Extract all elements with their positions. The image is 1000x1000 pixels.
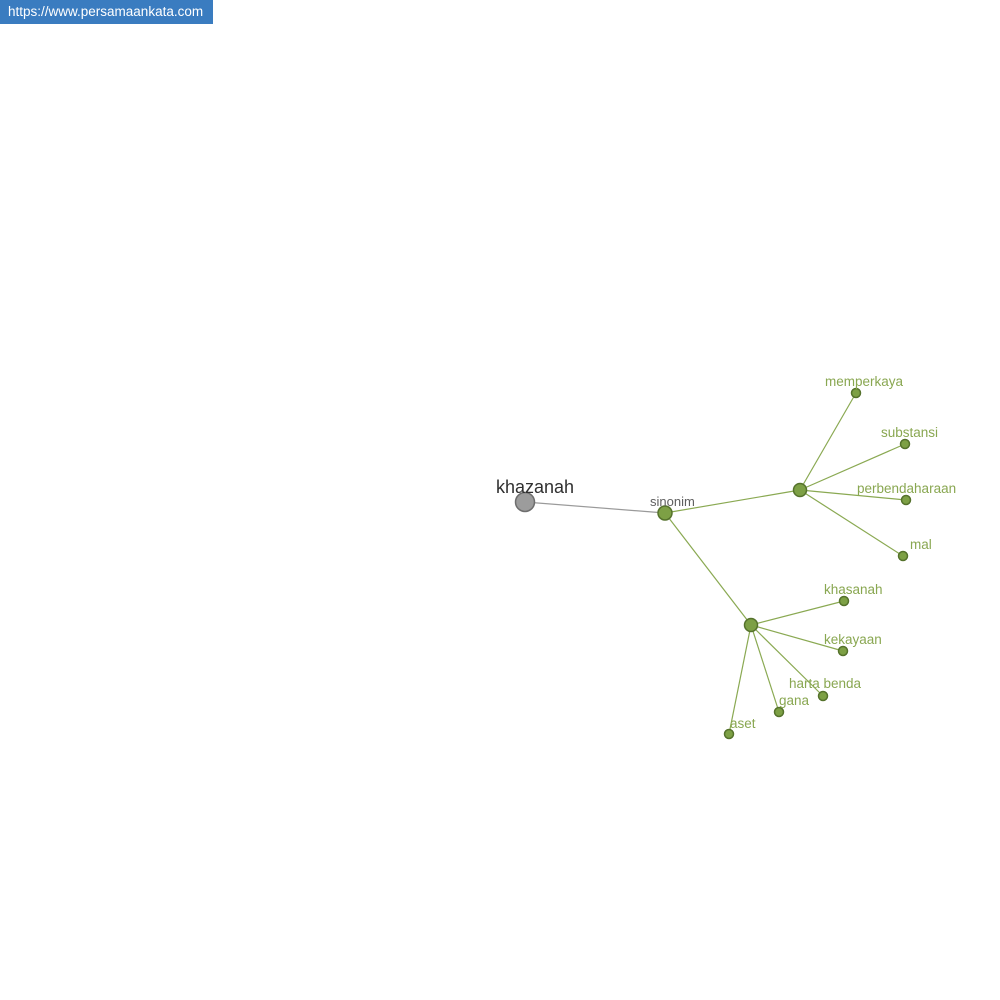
label-memperkaya[interactable]: memperkaya xyxy=(825,374,904,389)
label-khasanah[interactable]: khasanah xyxy=(824,582,883,597)
edge-group1-mal xyxy=(799,489,904,557)
edge-group1-substansi xyxy=(799,443,906,491)
edge-group2-harta-benda xyxy=(750,624,824,697)
edge-khazanah-sinonim xyxy=(524,501,666,514)
node-sinonim[interactable] xyxy=(657,505,673,521)
label-gana[interactable]: gana xyxy=(779,693,810,708)
label-khazanah[interactable]: khazanah xyxy=(496,477,574,497)
label-aset[interactable]: aset xyxy=(730,716,756,731)
edge-group2-gana xyxy=(750,624,780,713)
node-mal[interactable] xyxy=(897,550,909,562)
node-group2[interactable] xyxy=(743,617,759,633)
edge-sinonim-group2 xyxy=(664,512,752,626)
edge-group2-khasanah xyxy=(750,600,845,626)
site-url-badge: https://www.persamaankata.com xyxy=(0,0,214,24)
edge-group2-aset xyxy=(728,624,752,735)
edge-group1-perbendaharaan xyxy=(799,489,907,501)
node-gana[interactable] xyxy=(773,706,785,718)
node-perbendaharaan[interactable] xyxy=(900,494,912,506)
label-mal[interactable]: mal xyxy=(910,537,932,552)
edge-group2-kekayaan xyxy=(750,624,844,652)
node-aset[interactable] xyxy=(723,728,735,740)
edge-sinonim-group1 xyxy=(664,489,801,514)
label-harta-benda[interactable]: harta benda xyxy=(789,676,862,691)
node-substansi[interactable] xyxy=(899,438,911,450)
node-group1[interactable] xyxy=(792,482,808,498)
edge-group1-memperkaya xyxy=(799,392,857,491)
node-harta-benda[interactable] xyxy=(817,690,829,702)
label-kekayaan[interactable]: kekayaan xyxy=(824,632,882,647)
node-memperkaya[interactable] xyxy=(850,387,862,399)
label-perbendaharaan[interactable]: perbendaharaan xyxy=(857,481,956,496)
node-khasanah[interactable] xyxy=(838,595,850,607)
node-khazanah[interactable] xyxy=(514,491,536,513)
label-substansi[interactable]: substansi xyxy=(881,425,938,440)
label-sinonim[interactable]: sinonim xyxy=(650,494,695,509)
node-kekayaan[interactable] xyxy=(837,645,849,657)
